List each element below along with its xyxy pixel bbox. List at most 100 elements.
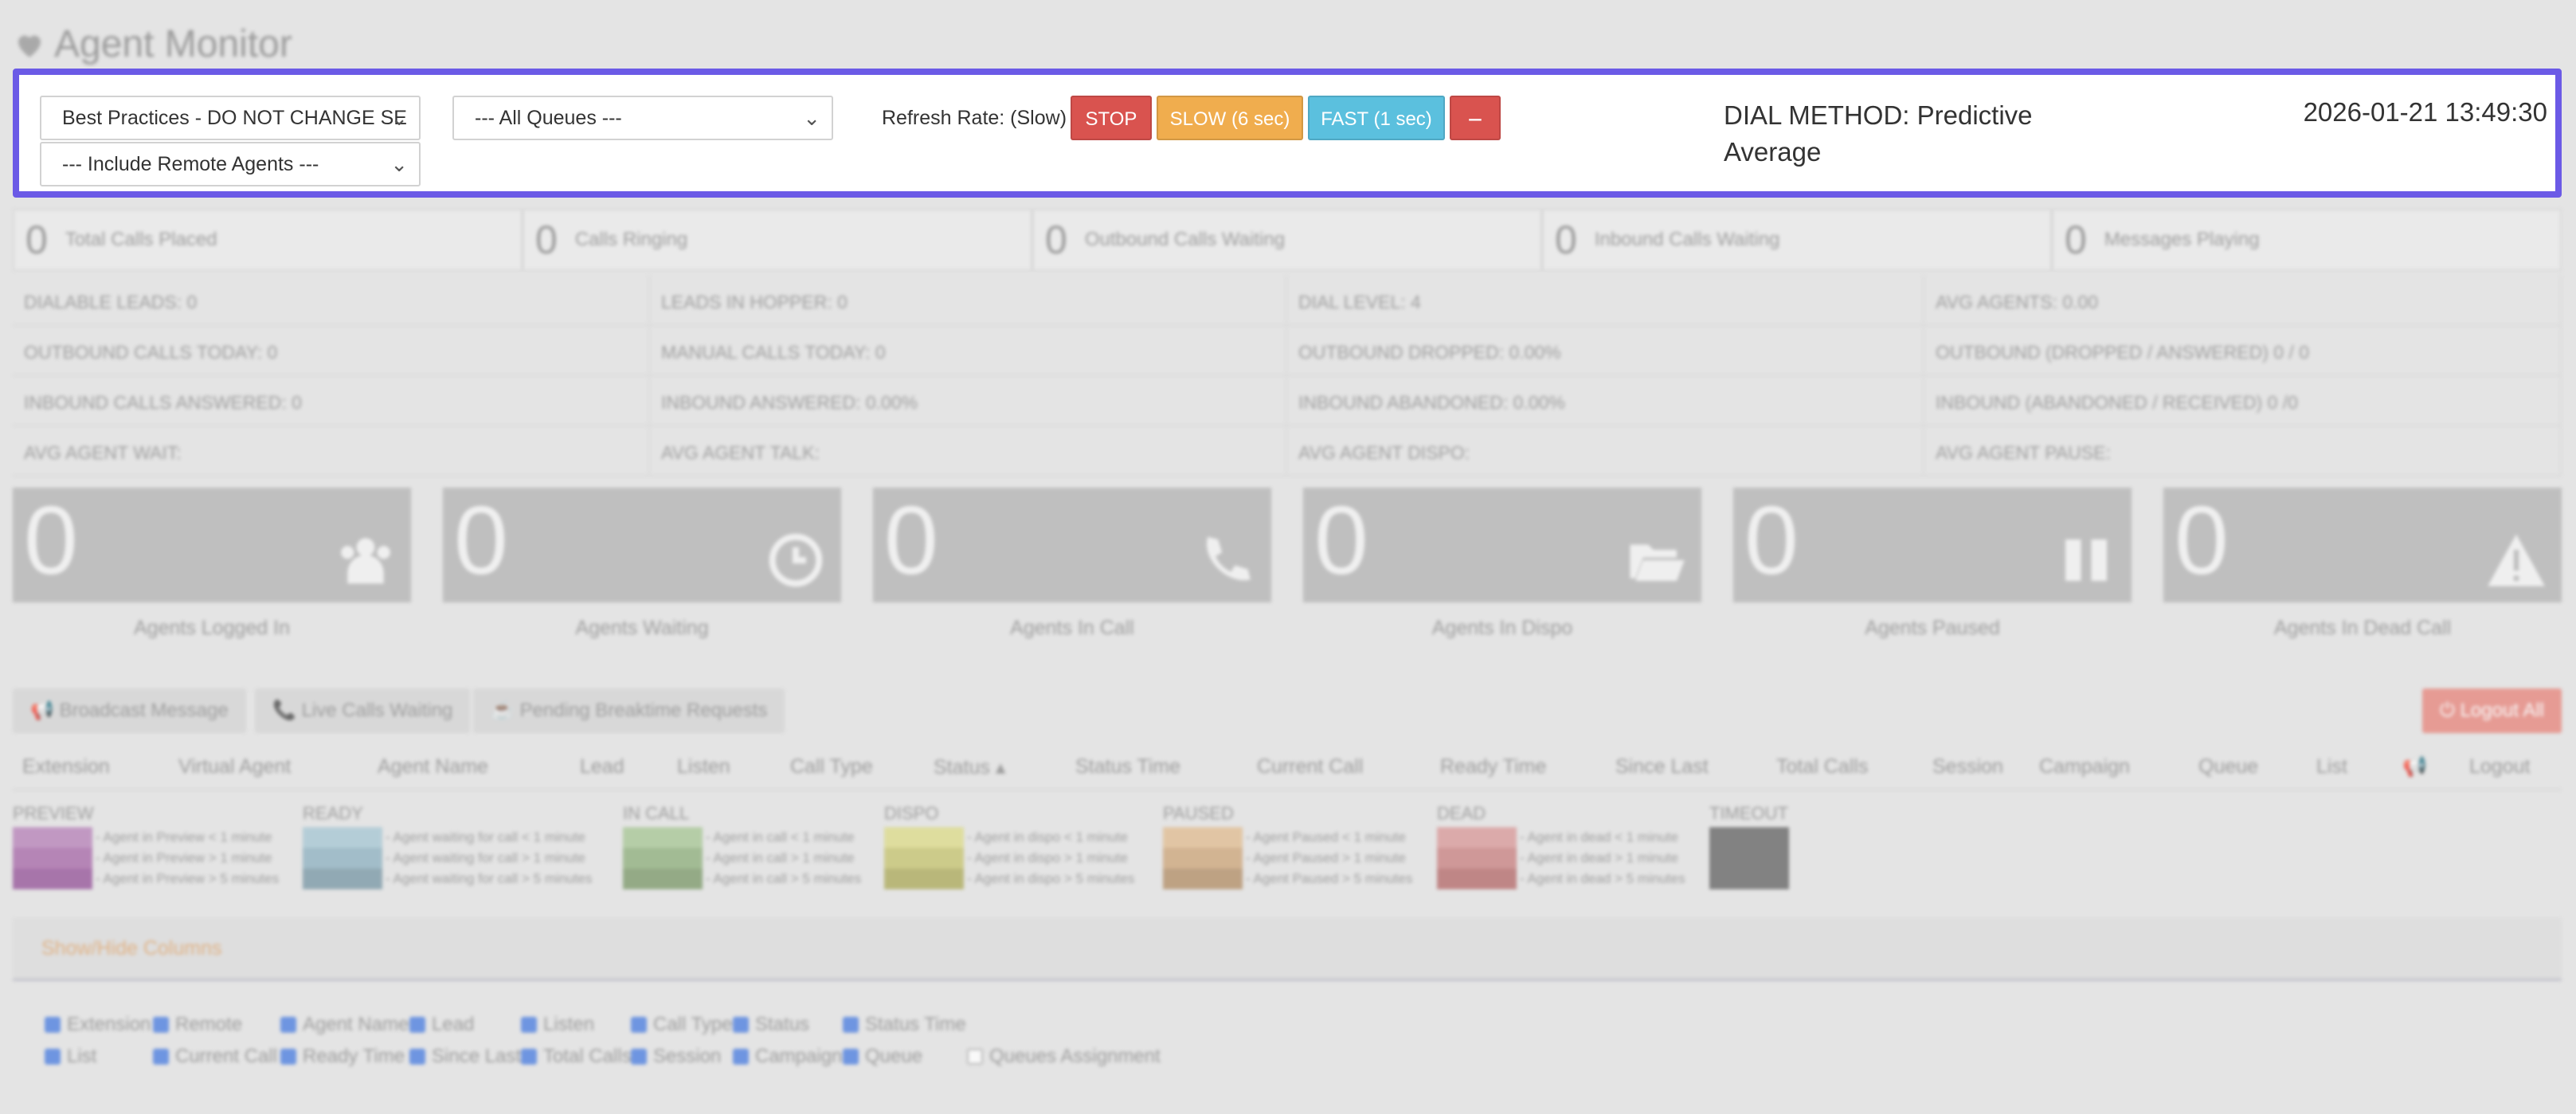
legend-swatch bbox=[1437, 869, 1517, 889]
column-header[interactable]: Ready Time bbox=[1440, 755, 1547, 778]
column-header[interactable]: Status Time bbox=[1075, 755, 1180, 778]
column-toggle-checkbox[interactable]: Queues Assignment bbox=[967, 1045, 1161, 1068]
column-toggle-label: Campaign bbox=[755, 1045, 843, 1067]
campaign-select[interactable]: Best Practices - DO NOT CHANGE SE ⌄ bbox=[40, 96, 421, 140]
slow-refresh-button[interactable]: SLOW (6 sec) bbox=[1157, 96, 1303, 140]
column-toggle-label: Status bbox=[755, 1014, 810, 1035]
legend-row: - Agent in Preview < 1 minute bbox=[13, 827, 279, 848]
show-hide-columns[interactable]: Show/Hide Columns bbox=[13, 918, 2562, 981]
checkbox-icon[interactable] bbox=[843, 1049, 859, 1065]
checkbox-icon[interactable] bbox=[280, 1049, 296, 1065]
column-header[interactable]: Campaign bbox=[2039, 755, 2130, 778]
remote-agents-select[interactable]: --- Include Remote Agents --- ⌄ bbox=[40, 142, 421, 186]
summary-label: Outbound Calls Waiting bbox=[1084, 229, 1286, 250]
checkbox-icon[interactable] bbox=[521, 1049, 537, 1065]
checkbox-icon[interactable] bbox=[843, 1017, 859, 1033]
column-toggle-checkbox[interactable]: Campaign bbox=[733, 1045, 842, 1068]
collapse-button[interactable]: − bbox=[1450, 96, 1501, 140]
column-header[interactable]: Lead bbox=[580, 755, 624, 778]
legend-desc: - Agent in Preview > 5 minutes bbox=[96, 871, 280, 886]
column-header[interactable]: Listen bbox=[677, 755, 730, 778]
live-calls-waiting-button[interactable]: 📞 Live Calls Waiting bbox=[255, 688, 471, 733]
column-toggle-checkbox[interactable]: Status bbox=[733, 1014, 809, 1036]
megaphone-icon[interactable]: 📢 bbox=[2402, 755, 2428, 778]
tile-label: Agents In Dispo bbox=[1431, 617, 1573, 639]
checkbox-icon[interactable] bbox=[631, 1017, 647, 1033]
tile-count: 0 bbox=[884, 486, 938, 594]
column-toggle-checkbox[interactable]: Call Type bbox=[631, 1014, 733, 1036]
summary-label: Messages Playing bbox=[2104, 229, 2260, 250]
legend-desc: - Agent waiting for call < 1 minute bbox=[386, 830, 585, 845]
broadcast-message-button[interactable]: 📢 Broadcast Message bbox=[13, 688, 246, 733]
logout-all-button[interactable]: ⏻ Logout All bbox=[2421, 688, 2562, 733]
checkbox-icon[interactable] bbox=[280, 1017, 296, 1033]
checkbox-icon[interactable] bbox=[45, 1017, 61, 1033]
summary-row: 0 Total Calls Placed 0 Calls Ringing 0 Outbou… bbox=[13, 209, 2562, 271]
checkbox-icon[interactable] bbox=[631, 1049, 647, 1065]
column-toggle-checkbox[interactable]: Remote bbox=[153, 1014, 242, 1036]
legend-desc: - Agent Paused > 5 minutes bbox=[1246, 871, 1413, 886]
checkbox-icon[interactable] bbox=[45, 1049, 61, 1065]
stat-cell: AVG AGENTS: 0.00 bbox=[1924, 276, 2562, 326]
legend-desc: - Agent in dispo < 1 minute bbox=[967, 830, 1128, 845]
column-header[interactable]: Agent Name bbox=[378, 755, 488, 778]
checkbox-icon[interactable] bbox=[733, 1049, 749, 1065]
column-header[interactable]: Virtual Agent bbox=[178, 755, 292, 778]
column-header[interactable]: Logout bbox=[2469, 755, 2531, 778]
tile-label: Agents Logged In bbox=[134, 617, 290, 639]
column-toggle-checkbox[interactable]: Current Call bbox=[153, 1045, 277, 1068]
column-toggle-checkbox[interactable]: Extension bbox=[45, 1014, 151, 1036]
column-header[interactable]: Queue bbox=[2198, 755, 2259, 778]
column-toggle-checkbox[interactable]: Lead bbox=[409, 1014, 474, 1036]
summary-count: 0 bbox=[25, 218, 48, 262]
column-toggle-checkbox[interactable]: Agent Name bbox=[280, 1014, 409, 1036]
column-header[interactable]: Session bbox=[1932, 755, 2003, 778]
column-toggle-checkbox[interactable]: Queue bbox=[843, 1045, 922, 1068]
legend-group: PAUSED - Agent Paused < 1 minute - Agent P… bbox=[1163, 803, 1412, 889]
heartbeat-icon bbox=[18, 35, 41, 57]
checkbox-icon[interactable] bbox=[153, 1017, 169, 1033]
legend-swatch bbox=[1437, 848, 1517, 869]
stat-cell: LEADS IN HOPPER: 0 bbox=[650, 276, 1287, 326]
fast-refresh-button[interactable]: FAST (1 sec) bbox=[1308, 96, 1445, 140]
column-toggle-checkbox[interactable]: Since Last bbox=[409, 1045, 521, 1068]
legend-group: TIMEOUT bbox=[1709, 803, 1789, 889]
column-toggle-label: Ready Time bbox=[303, 1045, 405, 1067]
pause-icon bbox=[2055, 529, 2117, 591]
legend-desc: - Agent in dead > 1 minute bbox=[1520, 850, 1678, 865]
column-toggle-checkbox[interactable]: List bbox=[45, 1045, 96, 1068]
column-header[interactable]: Status ▴ bbox=[934, 756, 1006, 779]
column-header[interactable]: Call Type bbox=[790, 755, 873, 778]
stat-cell: INBOUND CALLS ANSWERED: 0 bbox=[13, 376, 650, 426]
column-toggle-checkbox[interactable]: Ready Time bbox=[280, 1045, 405, 1068]
legend-row: - Agent Paused > 1 minute bbox=[1163, 848, 1412, 869]
pending-breaktime-button[interactable]: ☕ Pending Breaktime Requests bbox=[473, 688, 785, 733]
checkbox-icon[interactable] bbox=[967, 1049, 983, 1065]
tile-box: 0 bbox=[1303, 486, 1701, 602]
column-toggle-label: Remote bbox=[175, 1014, 243, 1035]
checkbox-icon[interactable] bbox=[521, 1017, 537, 1033]
column-header[interactable]: List bbox=[2316, 755, 2347, 778]
legend-row: - Agent Paused < 1 minute bbox=[1163, 827, 1412, 848]
legend-row: - Agent in dead > 5 minutes bbox=[1437, 869, 1685, 889]
agent-tiles: 0 Agents Logged In 0 Agents Waiting 0 Agents … bbox=[13, 486, 2562, 640]
column-header[interactable]: Total Calls bbox=[1776, 755, 1869, 778]
checkbox-icon[interactable] bbox=[153, 1049, 169, 1065]
legend-swatch bbox=[1163, 848, 1243, 869]
checkbox-icon[interactable] bbox=[409, 1049, 425, 1065]
stat-cell: AVG AGENT WAIT: bbox=[13, 426, 650, 477]
stop-button[interactable]: STOP bbox=[1071, 96, 1152, 140]
queues-select[interactable]: --- All Queues --- ⌄ bbox=[452, 96, 833, 140]
legend-swatch bbox=[303, 869, 382, 889]
column-header[interactable]: Extension bbox=[22, 755, 110, 778]
column-header[interactable]: Since Last bbox=[1615, 755, 1709, 778]
column-toggle-checkbox[interactable]: Listen bbox=[521, 1014, 594, 1036]
column-toggle-checkbox[interactable]: Total Calls bbox=[521, 1045, 632, 1068]
summary-label: Total Calls Placed bbox=[65, 229, 217, 250]
checkbox-icon[interactable] bbox=[409, 1017, 425, 1033]
legend-row: - Agent waiting for call > 5 minutes bbox=[303, 869, 592, 889]
column-header[interactable]: Current Call bbox=[1257, 755, 1364, 778]
checkbox-icon[interactable] bbox=[733, 1017, 749, 1033]
column-toggle-checkbox[interactable]: Status Time bbox=[843, 1014, 966, 1036]
column-toggle-checkbox[interactable]: Session bbox=[631, 1045, 721, 1068]
